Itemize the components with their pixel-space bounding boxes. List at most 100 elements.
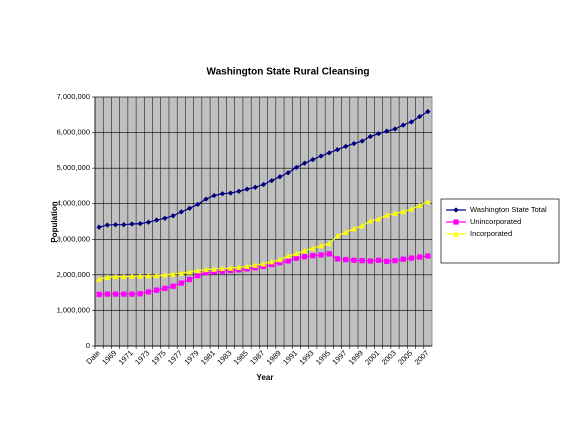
x-tick-label: 1997 — [330, 348, 348, 366]
plot-area — [94, 96, 433, 347]
data-point — [252, 184, 259, 191]
data-point — [293, 164, 300, 171]
data-point — [137, 291, 143, 297]
data-point — [112, 291, 119, 297]
data-point — [120, 273, 127, 280]
x-tick-label: 1991 — [281, 348, 299, 366]
legend-label: Washington State Total — [470, 205, 547, 214]
data-point — [293, 255, 300, 261]
data-point — [186, 276, 193, 283]
x-tick-label: 1971 — [117, 348, 135, 366]
data-point — [400, 208, 407, 215]
data-point — [277, 173, 283, 180]
legend-label: Unincorporated — [470, 217, 521, 226]
data-point — [359, 257, 365, 264]
data-point — [310, 156, 316, 163]
data-point — [219, 265, 226, 272]
data-point — [408, 119, 415, 125]
x-tick-label: 1999 — [347, 348, 365, 366]
x-tick-label: 1979 — [182, 348, 200, 366]
data-point — [170, 271, 176, 277]
x-tick-label: 1977 — [166, 348, 184, 366]
y-tick-label: 6,000,000 — [57, 128, 90, 137]
data-point — [96, 224, 102, 230]
data-point — [203, 266, 209, 273]
y-tick-label: 1,000,000 — [57, 305, 90, 314]
data-point — [186, 269, 193, 275]
legend-marker — [453, 219, 459, 225]
x-tick-label: 1983 — [215, 348, 233, 366]
data-point — [244, 186, 250, 192]
y-tick-label: 7,000,000 — [57, 92, 90, 101]
data-point — [400, 122, 406, 128]
data-point — [375, 257, 382, 263]
data-point — [178, 209, 185, 215]
data-point — [417, 254, 423, 260]
data-point — [310, 245, 316, 251]
data-point — [425, 198, 431, 205]
data-point — [252, 262, 259, 268]
data-point — [244, 263, 250, 269]
data-point — [334, 232, 341, 239]
data-point — [121, 291, 127, 297]
data-point — [195, 272, 201, 279]
data-point — [129, 273, 135, 279]
data-point — [137, 272, 144, 279]
data-point — [334, 146, 341, 153]
x-tick-label: 1989 — [265, 348, 283, 366]
data-point — [310, 252, 316, 259]
data-point — [375, 216, 382, 222]
y-axis-title: Population — [50, 201, 59, 242]
data-point — [384, 128, 390, 134]
data-point — [112, 221, 119, 228]
data-point — [203, 196, 209, 202]
x-axis-title: Year — [257, 373, 274, 382]
data-point — [408, 206, 415, 212]
x-tick-label: 2005 — [396, 348, 414, 366]
data-point — [425, 253, 431, 259]
data-point — [392, 257, 398, 264]
x-tick-label: 2003 — [380, 348, 398, 366]
x-tick-label: 1969 — [100, 348, 118, 366]
data-point — [170, 283, 176, 289]
legend-label: Incorporated — [470, 229, 512, 238]
x-tick-label: 2001 — [363, 348, 381, 366]
data-point — [367, 217, 374, 224]
data-point — [277, 256, 283, 263]
data-point — [260, 260, 267, 267]
data-point — [416, 113, 423, 120]
data-point — [351, 140, 357, 147]
data-point — [326, 150, 333, 156]
data-point — [359, 222, 365, 229]
x-tick-label: Date — [84, 348, 102, 366]
y-tick-label: 5,000,000 — [57, 163, 90, 172]
data-point — [170, 213, 176, 219]
data-point — [400, 256, 406, 262]
data-point — [145, 219, 152, 225]
data-point — [219, 191, 226, 197]
data-point — [178, 270, 185, 276]
data-point — [359, 138, 365, 144]
data-point — [285, 253, 291, 259]
data-point — [145, 289, 152, 295]
y-tick-label: 2,000,000 — [57, 270, 90, 279]
data-point — [425, 108, 431, 115]
data-point — [153, 272, 160, 279]
data-point — [153, 287, 160, 293]
data-point — [178, 280, 184, 286]
data-point — [162, 285, 168, 292]
data-point — [121, 221, 127, 228]
data-point — [96, 276, 102, 282]
data-point — [227, 265, 234, 271]
data-point — [301, 247, 308, 254]
data-point — [129, 221, 135, 227]
x-tick-label: 1987 — [248, 348, 266, 366]
chart-title: Washington State Rural Cleansing — [207, 67, 370, 78]
x-tick-label: 1995 — [314, 348, 332, 366]
y-tick-label: 3,000,000 — [57, 234, 90, 243]
data-point — [301, 160, 308, 166]
data-point — [145, 272, 152, 279]
data-point — [104, 274, 111, 280]
data-point — [112, 273, 119, 280]
data-point — [384, 258, 390, 264]
